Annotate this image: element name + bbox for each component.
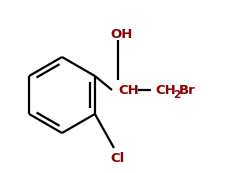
Text: Br: Br xyxy=(179,84,196,97)
Text: OH: OH xyxy=(110,28,132,41)
Text: CH: CH xyxy=(155,84,176,97)
Text: Cl: Cl xyxy=(110,152,124,165)
Text: CH: CH xyxy=(118,84,139,97)
Text: 2: 2 xyxy=(173,90,180,100)
